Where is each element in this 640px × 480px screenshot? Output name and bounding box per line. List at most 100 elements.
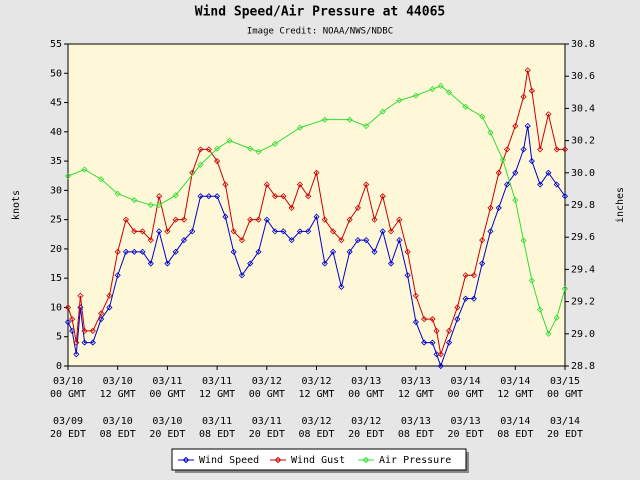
x-tick-time: 12 GMT [398,389,434,400]
legend-marker [182,456,190,464]
point [288,204,295,211]
point [354,237,361,244]
point [396,237,403,244]
point [139,228,146,235]
point [305,228,312,235]
point [503,181,511,188]
x-tick-local-date: 03/13 [451,416,481,427]
point [272,140,279,147]
point [122,248,130,255]
point [561,146,569,153]
point [537,181,544,188]
point [77,292,84,299]
y-tick-label: 40 [50,127,62,138]
point [69,316,76,323]
point [272,193,279,200]
point [495,169,502,176]
legend-label: Wind Speed [199,455,259,466]
x-tick-local-date: 03/12 [301,416,331,427]
point [81,166,88,173]
point [214,193,221,200]
point [479,113,486,120]
legend-marker [362,456,370,464]
x-tick-local-date: 03/10 [103,416,133,427]
x-tick-time: 00 GMT [448,389,484,400]
point [73,351,80,358]
y2-tick-label: 28.8 [571,361,595,372]
point [379,193,386,200]
y2-tick-label: 30.0 [571,168,595,179]
point [445,327,453,334]
point [272,228,279,235]
point [330,248,337,255]
y-axis-label: knots [11,190,22,220]
point [263,216,270,223]
point [247,145,254,152]
point [429,339,436,346]
point [421,316,428,323]
point [313,169,320,176]
x-tick-label: 03/11 [202,376,232,387]
point [147,201,154,209]
y2-tick-label: 29.8 [571,200,595,211]
x-tick-local-date: 03/14 [500,416,530,427]
point [528,277,535,284]
y-tick-label: 10 [50,302,62,313]
x-tick-local-date: 03/10 [152,416,182,427]
point [81,339,88,346]
point [139,248,146,255]
legend-label: Wind Gust [291,455,345,466]
point [462,103,469,110]
point [445,339,453,346]
point [330,228,337,235]
x-tick-local-date: 03/13 [401,416,431,427]
y-tick-label: 55 [50,39,62,50]
y2-tick-label: 29.6 [571,232,595,243]
point [437,362,444,370]
point [379,108,386,115]
x-tick-label: 03/14 [500,376,530,387]
point [512,122,519,130]
point [321,116,328,123]
point [255,216,262,223]
point [487,228,494,235]
point [520,93,527,100]
point [503,146,511,153]
x-tick-time: 00 GMT [149,389,185,400]
point [222,181,229,188]
point [487,129,494,136]
point [462,295,469,302]
y2-tick-label: 29.4 [571,264,595,275]
point [437,351,444,358]
x-tick-local-time: 08 EDT [298,429,334,440]
point [73,339,80,346]
point [545,330,552,337]
x-tick-label: 03/13 [401,376,431,387]
point [338,237,345,244]
legend-marker [274,456,282,464]
point [433,327,440,334]
x-tick-label: 03/10 [103,376,133,387]
point [131,248,138,255]
point [445,89,453,96]
point [230,228,237,235]
point [429,316,436,323]
point [89,339,96,346]
point [197,146,204,153]
point [64,304,72,311]
y-tick-label: 30 [50,185,62,196]
x-tick-label: 03/10 [53,376,83,387]
point [247,216,254,223]
point [156,193,163,200]
point [524,67,531,74]
y2-tick-label: 30.8 [571,39,595,50]
point [226,137,233,144]
point [122,216,130,223]
y2-axis-label: inches [615,187,626,223]
x-tick-local-date: 03/12 [351,416,381,427]
x-tick-time: 12 GMT [199,389,235,400]
point [553,314,560,321]
point [81,327,88,334]
